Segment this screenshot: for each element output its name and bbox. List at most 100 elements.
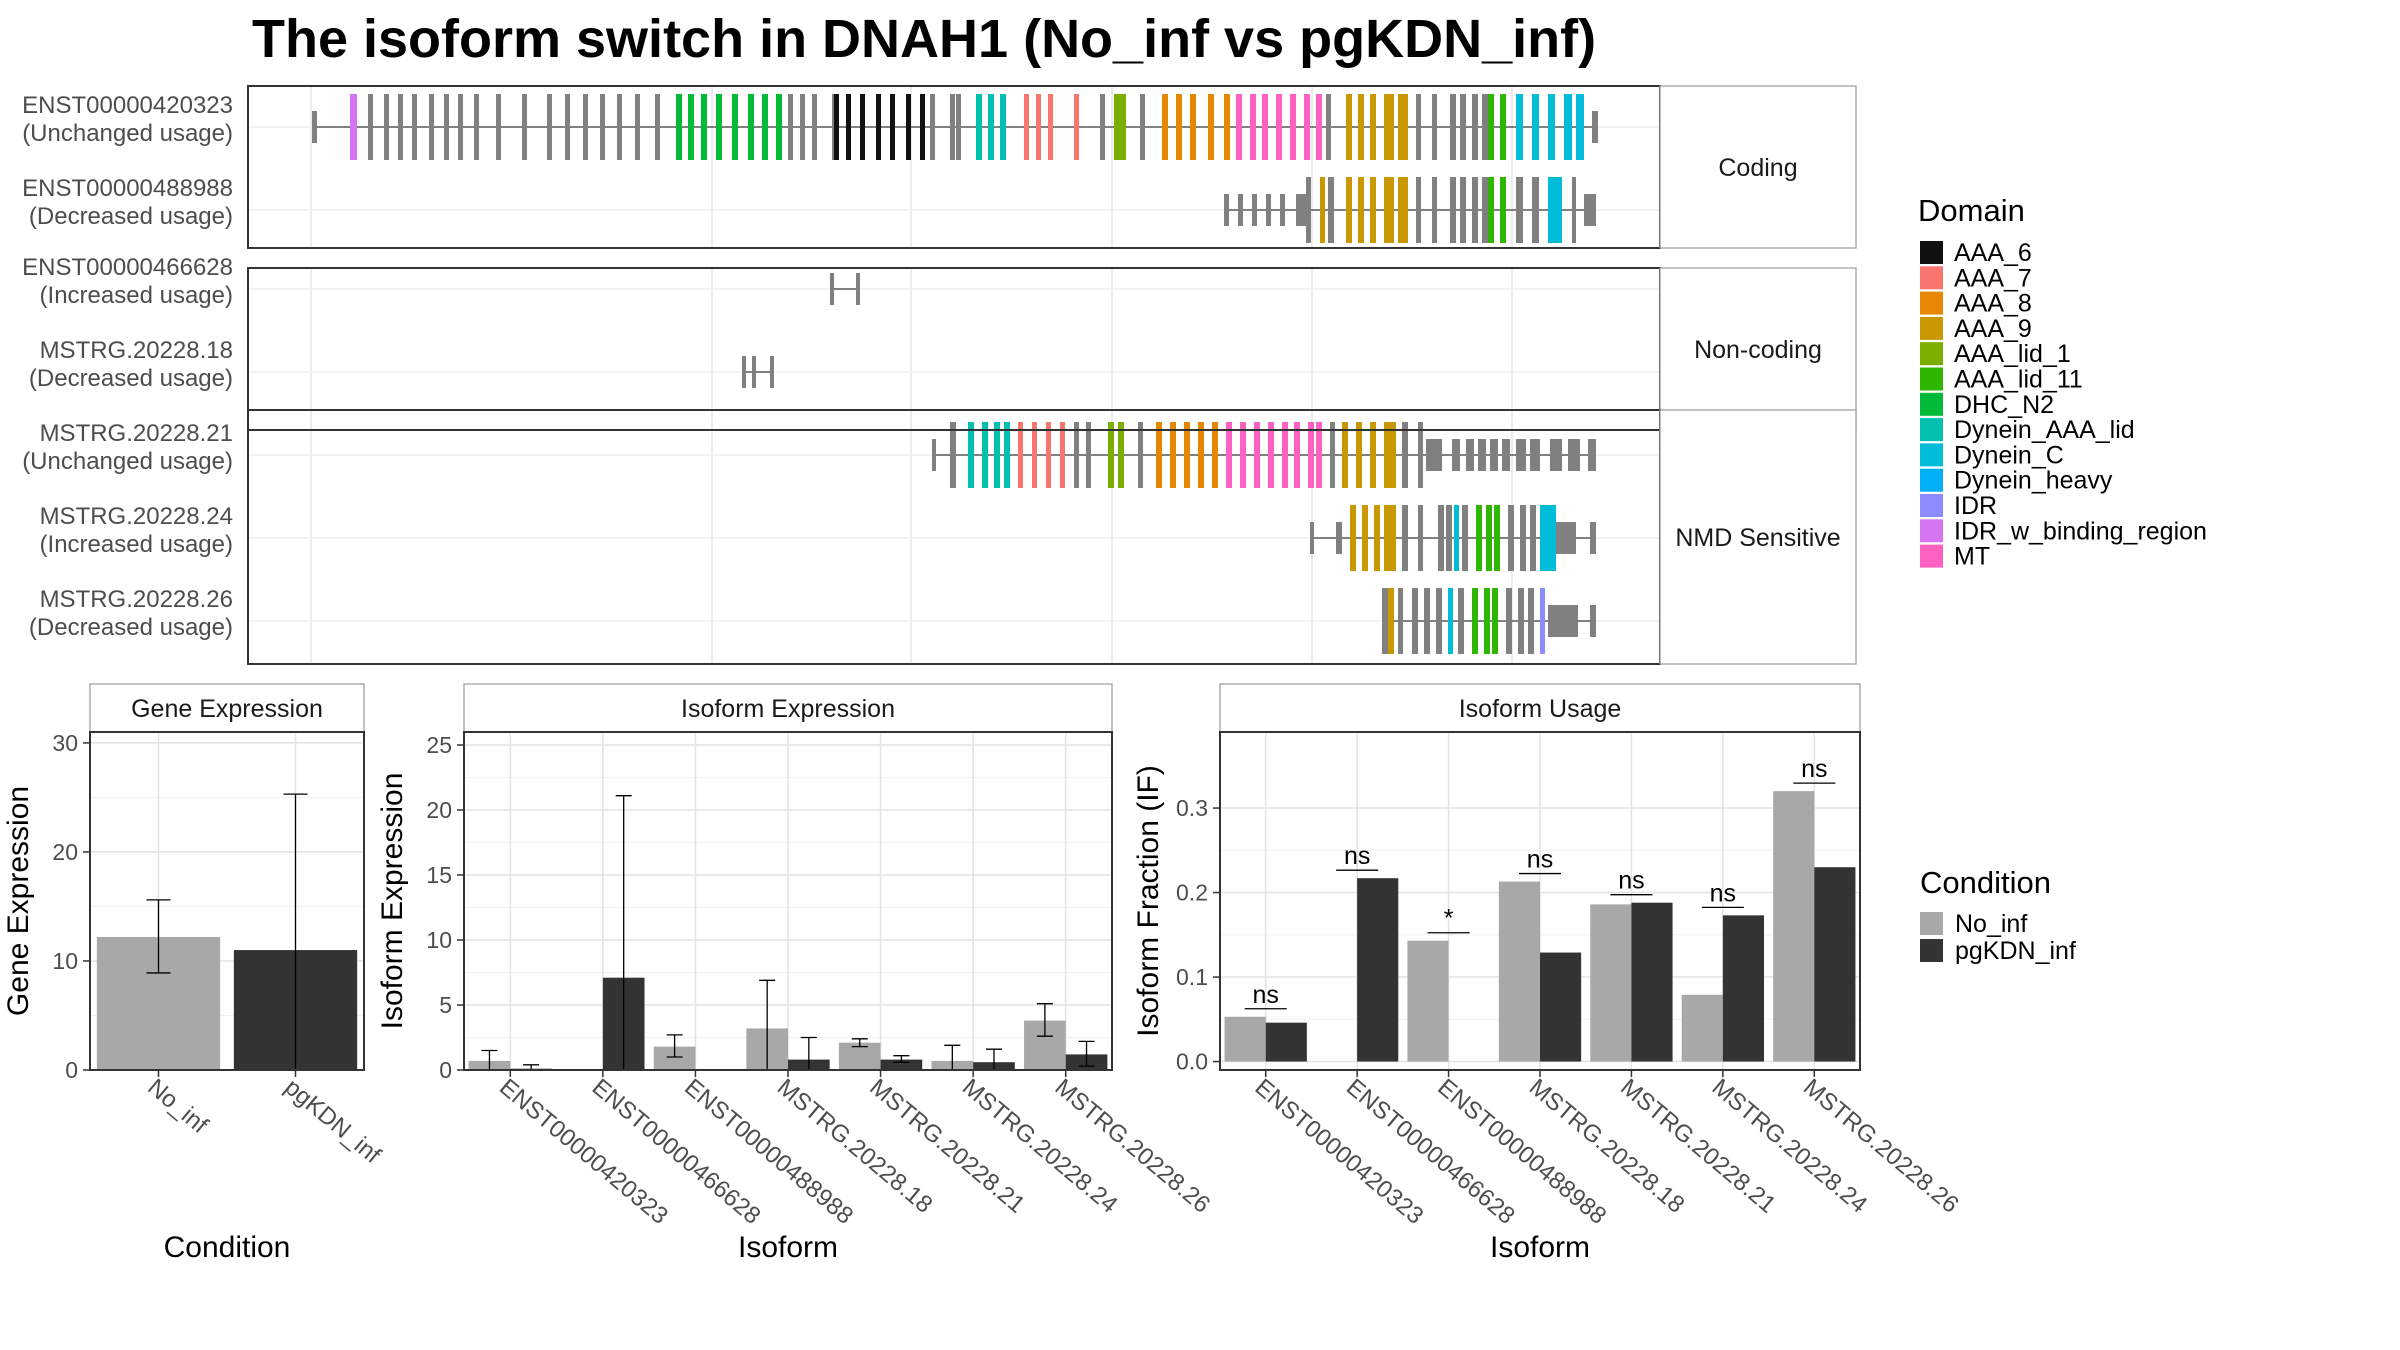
isoform-label: ENST00000488988: [22, 175, 233, 202]
domain-legend-label: AAA_7: [1954, 264, 2032, 292]
exon-block: [1184, 422, 1190, 488]
exon-block: [1388, 588, 1394, 654]
exon-block: [1240, 422, 1246, 488]
y-tick-label: 30: [52, 730, 78, 756]
y-tick-label: 0.0: [1176, 1049, 1208, 1075]
y-axis-label: Isoform Expression: [376, 773, 409, 1030]
isoform-label: MSTRG.20228.24: [40, 503, 233, 530]
data-bar: [1773, 791, 1815, 1062]
exon-block: [688, 94, 694, 160]
exon-block: [1224, 94, 1230, 160]
data-bar: [653, 1046, 696, 1070]
exon-block: [1452, 439, 1460, 471]
domain-legend-label: AAA_8: [1954, 290, 2032, 318]
domain-legend-label: Dynein_C: [1954, 441, 2064, 469]
exon-block: [1326, 94, 1331, 160]
exon-block: [906, 94, 911, 160]
exon-block: [890, 94, 895, 160]
exon-block: [1156, 422, 1162, 488]
figure-title: The isoform switch in DNAH1 (No_inf vs p…: [252, 9, 1597, 69]
exon-block: [1416, 177, 1421, 243]
x-tick-label: MSTRG.20228.26: [1050, 1074, 1216, 1219]
exon-block: [1074, 422, 1079, 488]
domain-legend-key: [1920, 316, 1943, 340]
exon-block: [1100, 94, 1105, 160]
data-bar: [1498, 881, 1540, 1062]
exon-block: [1492, 588, 1498, 654]
exon-block: [1490, 439, 1498, 471]
exon-block: [1304, 94, 1310, 160]
significance-label: ns: [1344, 842, 1370, 870]
y-axis-label: Isoform Fraction (IF): [1132, 765, 1165, 1037]
exon-block: [1460, 94, 1466, 160]
exon-block: [1138, 422, 1143, 488]
exon-block: [1516, 177, 1523, 243]
condition-legend-label: pgKDN_inf: [1955, 937, 2076, 965]
significance-label: *: [1444, 905, 1454, 933]
exon-block: [1162, 94, 1168, 160]
panel-strip: [463, 683, 1113, 733]
exon-block: [994, 422, 1000, 488]
y-tick-label: 10: [52, 948, 78, 974]
exon-block: [1402, 422, 1408, 488]
exon-block: [1212, 422, 1218, 488]
exon-block: [846, 94, 851, 160]
isoform-label: ENST00000420323: [22, 92, 233, 119]
exon-block: [748, 94, 754, 160]
exon-block: [1432, 177, 1437, 243]
domain-legend-key: [1920, 342, 1943, 366]
exon-block: [1516, 94, 1523, 160]
data-bar: [1265, 1022, 1307, 1062]
exon-block: [1190, 94, 1196, 160]
condition-legend-label: No_inf: [1955, 910, 2027, 938]
exon-block: [1358, 177, 1364, 243]
x-tick-label: MSTRG.20228.18: [1524, 1074, 1690, 1219]
exon-block: [950, 422, 956, 488]
significance-label: ns: [1710, 879, 1736, 907]
exon-block: [1508, 505, 1514, 571]
exon-block: [752, 356, 756, 388]
domain-legend-key: [1920, 266, 1943, 290]
y-tick-label: 0.2: [1176, 880, 1208, 906]
exon-block: [1532, 94, 1539, 160]
exon-block: [1398, 94, 1408, 160]
data-bar: [1631, 902, 1673, 1062]
exon-block: [635, 94, 640, 160]
exon-block: [742, 356, 746, 388]
exon-block: [547, 94, 552, 160]
isoform-usage-label: (Increased usage): [40, 282, 233, 309]
domain-legend-label: IDR: [1954, 492, 1997, 520]
exon-block: [522, 94, 527, 160]
exon-block: [1426, 439, 1442, 471]
x-tick-label: ENST00000466628: [1341, 1074, 1520, 1230]
isoform-usage-label: (Unchanged usage): [22, 120, 233, 147]
exon-block: [1488, 94, 1494, 160]
exon-block: [1140, 94, 1145, 160]
exon-block: [1418, 422, 1423, 488]
exon-block: [583, 94, 588, 160]
exon-block: [1438, 505, 1444, 571]
exon-block: [474, 94, 479, 160]
exon-block: [1450, 177, 1456, 243]
panel-title: Isoform Usage: [1459, 695, 1622, 723]
exon-block: [1358, 94, 1364, 160]
x-axis-label: Isoform: [1490, 1231, 1590, 1264]
exon-block: [1320, 177, 1325, 243]
exon-block: [1576, 94, 1584, 160]
x-tick-label: pgKDN_inf: [279, 1074, 386, 1170]
domain-legend-key: [1920, 443, 1943, 467]
exon-block: [762, 94, 768, 160]
data-bar: [1357, 878, 1399, 1062]
significance-label: ns: [1253, 981, 1279, 1009]
exon-block: [444, 94, 449, 160]
exon-block: [1572, 177, 1576, 243]
exon-block: [1384, 422, 1396, 488]
exon-block: [350, 94, 357, 160]
exon-block: [1268, 422, 1274, 488]
significance-label: ns: [1527, 846, 1553, 874]
exon-block: [1588, 439, 1596, 471]
group-strip: [1659, 267, 1857, 431]
domain-legend-key: [1920, 291, 1943, 315]
exon-block: [1530, 439, 1540, 471]
